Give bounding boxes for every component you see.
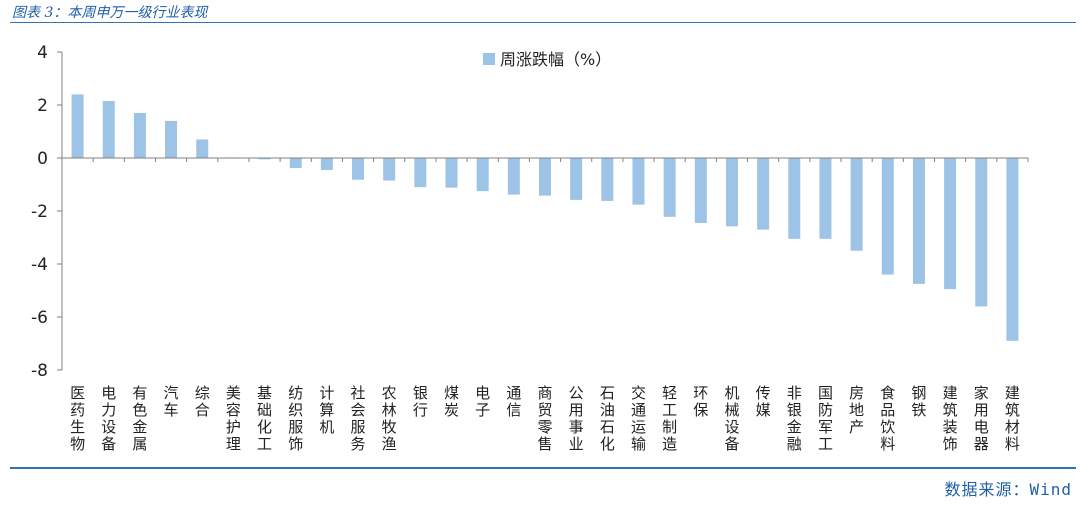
bar: [819, 158, 832, 239]
x-category-label: 环保: [693, 384, 708, 419]
bar: [601, 158, 614, 201]
y-tick-label: -6: [31, 308, 48, 328]
bar: [196, 139, 209, 158]
y-tick-labels: 4 2 0 -2 -4 -6 -8: [31, 43, 48, 381]
x-category-label: 计算机: [319, 384, 334, 436]
y-tick-label: 4: [37, 43, 48, 63]
x-category-label: 煤炭: [444, 384, 459, 419]
x-category-label: 食品饮料: [880, 384, 895, 453]
bar: [476, 158, 489, 192]
bar: [694, 158, 707, 223]
x-category-label: 公用事业: [569, 384, 584, 453]
x-category-label: 非银金融: [787, 384, 802, 453]
x-category-label: 建筑装饰: [943, 384, 958, 453]
x-category-label: 传媒: [756, 384, 771, 419]
x-category-label: 纺织服饰: [288, 384, 303, 453]
bar: [383, 158, 396, 181]
x-category-label: 综合: [195, 384, 210, 419]
bar: [850, 158, 863, 251]
bar: [165, 120, 178, 158]
y-tick-label: -2: [31, 202, 48, 222]
bar: [881, 158, 894, 275]
bar: [133, 112, 146, 158]
top-rule: [10, 22, 1076, 23]
bar: [289, 158, 302, 169]
bar: [414, 158, 427, 188]
x-category-label: 机械设备: [724, 384, 739, 453]
legend-swatch: [483, 53, 495, 65]
x-category-label: 轻工制造: [662, 384, 677, 453]
bar: [102, 101, 115, 158]
y-tick-label: -8: [31, 361, 48, 381]
bar: [912, 158, 925, 284]
x-category-label: 基础化工: [257, 384, 272, 453]
legend-label: 周涨跌幅（%）: [500, 50, 611, 69]
bar: [320, 158, 333, 170]
y-tick-label: 2: [37, 96, 48, 116]
x-category-label: 电力设备: [101, 384, 116, 453]
bars-group: [71, 94, 1019, 341]
x-category-label: 银行: [413, 384, 428, 419]
bar: [663, 158, 676, 217]
bar: [445, 158, 458, 188]
bottom-rule: [10, 467, 1076, 469]
bar: [258, 158, 271, 160]
x-category-label: 社会服务: [351, 384, 366, 453]
x-category-label: 家用电器: [974, 384, 989, 453]
x-category-label: 有色金属: [132, 384, 147, 453]
bar: [507, 158, 520, 195]
bar: [1006, 158, 1019, 341]
x-category-label: 医药生物: [70, 384, 85, 453]
x-category-label: 房地产: [849, 384, 864, 436]
x-category-label: 商贸零售: [537, 384, 552, 453]
x-category-label: 钢铁: [911, 384, 926, 419]
legend: 周涨跌幅（%）: [483, 50, 611, 69]
axes-group: [57, 51, 1029, 371]
bar: [757, 158, 770, 230]
y-tick-label: 0: [37, 149, 48, 169]
figure-title: 图表 3：本周申万一级行业表现: [12, 5, 208, 21]
x-category-label: 电子: [475, 384, 490, 419]
x-category-label: 交通运输: [631, 384, 646, 453]
x-category-label: 通信: [506, 384, 521, 419]
bar: [632, 158, 645, 205]
bar: [539, 158, 551, 196]
x-category-label: 美容护理: [226, 384, 241, 453]
x-category-label: 建筑材料: [1005, 384, 1020, 453]
x-category-label: 国防军工: [818, 384, 833, 453]
bar: [352, 158, 365, 180]
x-category-label: 汽车: [164, 384, 179, 419]
bar: [944, 158, 957, 290]
bar: [788, 158, 801, 239]
bar: [725, 158, 738, 227]
bar: [71, 94, 84, 158]
bar: [975, 158, 988, 307]
x-category-label: 石油石化: [600, 384, 615, 453]
bar: [570, 158, 583, 200]
source-note: 数据来源：Wind: [944, 480, 1072, 499]
x-category-label: 农林牧渔: [382, 384, 397, 453]
y-tick-label: -4: [31, 255, 48, 275]
